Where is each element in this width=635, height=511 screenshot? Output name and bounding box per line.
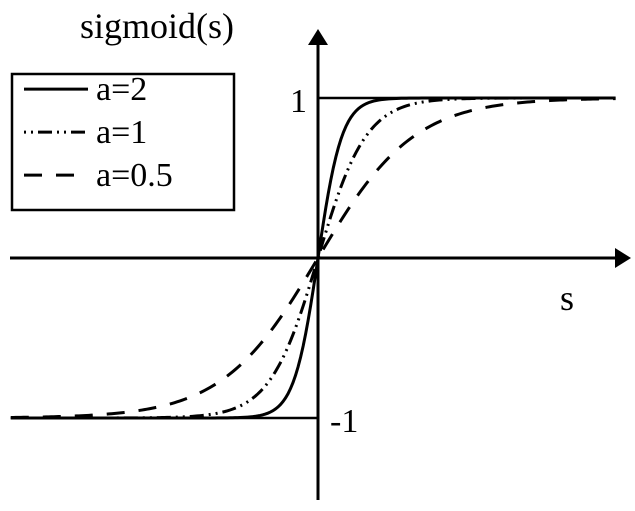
legend-label-a05: a=0.5 bbox=[96, 157, 173, 194]
legend-label-a2: a=2 bbox=[96, 71, 147, 108]
legend-label-a1: a=1 bbox=[96, 114, 147, 151]
ytick-plus1: 1 bbox=[290, 83, 307, 120]
sigmoid-chart: sigmoid(s) s 1 -1 a=2 a=1 a=0.5 bbox=[0, 0, 635, 511]
chart-container: sigmoid(s) s 1 -1 a=2 a=1 a=0.5 bbox=[0, 0, 635, 511]
ytick-minus1: -1 bbox=[330, 403, 358, 440]
chart-title: sigmoid(s) bbox=[80, 6, 234, 46]
x-axis-label: s bbox=[560, 278, 574, 318]
